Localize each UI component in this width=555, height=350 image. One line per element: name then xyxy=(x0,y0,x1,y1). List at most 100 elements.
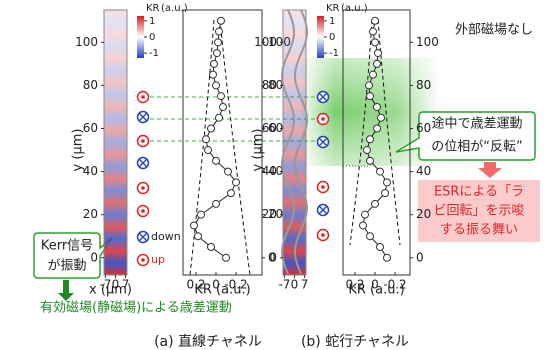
colorbar-label: (a.u.) xyxy=(161,3,188,14)
kr-point xyxy=(374,125,381,132)
panel-label: (a) 直線チャネル xyxy=(154,333,262,350)
colorbar-tick-label: 1 xyxy=(329,16,335,27)
map-x-tick-label: 0 xyxy=(291,278,299,292)
y-tick-label: 20 xyxy=(262,207,277,221)
kr-point xyxy=(216,28,223,35)
spin-dot xyxy=(321,117,325,121)
kr-point xyxy=(191,222,198,229)
y-tick-label: 0 xyxy=(90,250,98,264)
kr-point xyxy=(208,125,215,132)
kr-point xyxy=(228,190,235,197)
spin-dot xyxy=(141,258,145,262)
kr-point xyxy=(216,114,223,121)
y-tick-label: 80 xyxy=(416,78,431,92)
kr-point xyxy=(210,71,217,78)
kr-point xyxy=(208,243,215,250)
colorbar xyxy=(137,16,144,58)
map-x-tick-label: 7 xyxy=(301,278,309,292)
y-tick-label: 0 xyxy=(416,250,424,264)
kr-point xyxy=(215,39,222,46)
kr-point xyxy=(364,147,371,154)
kr-point xyxy=(195,233,202,240)
spin-dot xyxy=(141,209,145,213)
colorbar-tick-label: 0 xyxy=(149,32,155,43)
colorbar xyxy=(317,16,324,58)
kr-point xyxy=(382,190,389,197)
kr-point xyxy=(370,28,377,35)
x-axis-label: KR (a.u.) xyxy=(348,283,404,298)
kr-point xyxy=(377,168,384,175)
precession-text: 有効磁場(静磁場)による歳差運動 xyxy=(40,301,232,316)
kr-point xyxy=(205,147,212,154)
map-x-tick-label: -7 xyxy=(278,278,290,292)
kr-point xyxy=(218,17,225,24)
kr-point xyxy=(372,39,379,46)
esr-text: ビ回転」を示唆 xyxy=(433,203,524,219)
kerr-text: Kerr信号 xyxy=(41,239,93,254)
y-tick-label: 20 xyxy=(83,207,98,221)
kr-point xyxy=(367,136,374,143)
kr-point xyxy=(218,93,225,100)
panel-label: (b) 蛇行チャネル xyxy=(301,334,409,350)
spin-label: up xyxy=(151,253,165,266)
y-axis-label: y (μm) xyxy=(251,129,266,172)
spin-dot xyxy=(141,95,145,99)
kr-point xyxy=(372,200,379,207)
y-tick-label: 100 xyxy=(254,35,277,49)
phase-text: 途中で歳差運動 xyxy=(431,116,522,132)
kr-point xyxy=(213,157,220,164)
map-x-label: x (μm) xyxy=(89,283,132,298)
kr-point xyxy=(360,222,367,229)
x-axis-label: KR (a.u.) xyxy=(194,283,250,298)
kr-point xyxy=(377,243,384,250)
colorbar-label: KR xyxy=(146,3,160,14)
kr-point xyxy=(203,136,210,143)
kr-point xyxy=(213,200,220,207)
kr-point xyxy=(233,179,240,186)
kr-point xyxy=(214,50,221,57)
y-tick-label: 80 xyxy=(83,78,98,92)
spin-dot xyxy=(141,139,145,143)
arrow-down xyxy=(58,280,74,301)
colorbar-tick-label: 1 xyxy=(149,16,155,27)
y-tick-label: 100 xyxy=(75,35,98,49)
kr-point xyxy=(211,60,218,67)
kerr-text: が振動 xyxy=(47,259,86,274)
kr-point xyxy=(223,254,230,261)
kr-point xyxy=(225,168,232,175)
colorbar-tick-label: -1 xyxy=(149,48,159,59)
kr-point xyxy=(213,82,220,89)
esr-text: ESRによる「ラ xyxy=(434,185,524,200)
y-tick-label: 20 xyxy=(416,207,431,221)
kr-point xyxy=(220,103,227,110)
kr-point xyxy=(372,17,379,24)
y-tick-label: 80 xyxy=(262,78,277,92)
spin-dot xyxy=(141,186,145,190)
kr-point xyxy=(198,211,205,218)
colorbar-tick-label: 0 xyxy=(329,32,335,43)
spin-dot xyxy=(321,233,325,237)
kr-point xyxy=(375,50,382,57)
y-tick-label: 40 xyxy=(416,164,431,178)
y-tick-label: 100 xyxy=(416,35,439,49)
figure: 外部磁場なし Kerr信号 が振動 有効磁場(静磁場)による歳差運動 途中で歳差… xyxy=(0,0,555,350)
kr-point xyxy=(384,179,391,186)
y-tick-label: 0 xyxy=(269,250,277,264)
kr-point xyxy=(367,93,374,100)
spin-dot xyxy=(321,185,325,189)
kr-point xyxy=(378,114,385,121)
kr-point xyxy=(367,233,374,240)
esr-text: する振る舞い xyxy=(440,223,518,238)
spin-label: down xyxy=(151,230,181,243)
no-field-label: 外部磁場なし xyxy=(455,23,533,38)
kr-point xyxy=(362,211,369,218)
colorbar-tick-label: -1 xyxy=(329,48,339,59)
phase-text: の位相が“反転” xyxy=(431,140,522,155)
kr-point xyxy=(384,254,391,261)
kr-point xyxy=(370,71,377,78)
kr-point xyxy=(366,82,373,89)
kr-point xyxy=(367,157,374,164)
colorbar-label: (a.u.) xyxy=(341,3,368,14)
y-axis-label: y (μm) xyxy=(71,129,86,172)
kr-point xyxy=(374,103,381,110)
